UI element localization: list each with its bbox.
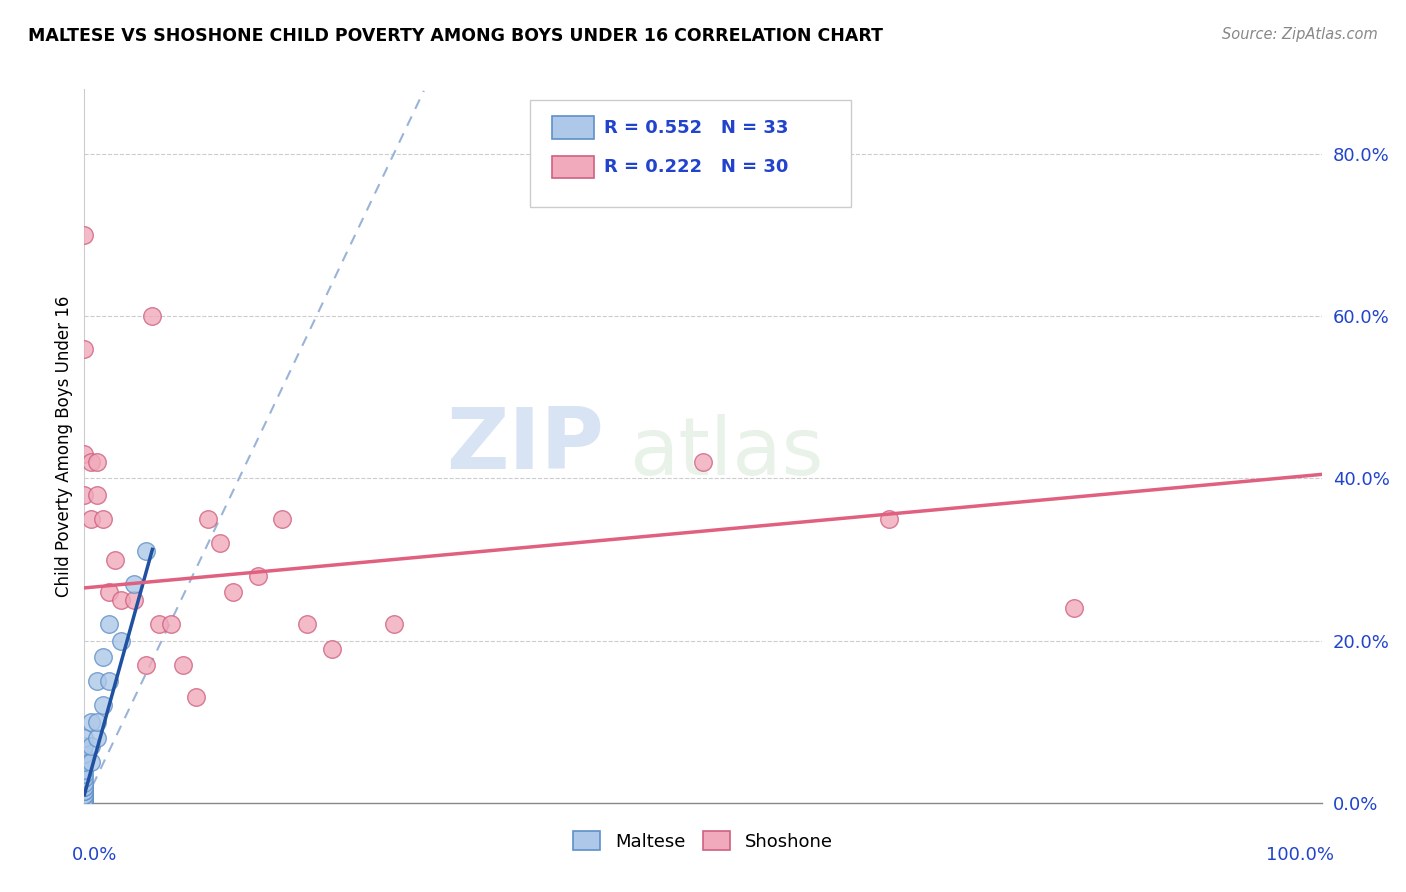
Point [73, 739, 96, 753]
Point [79, 512, 101, 526]
Point [73, 731, 96, 745]
FancyBboxPatch shape [530, 100, 852, 207]
Point [222, 585, 245, 599]
Point [91, 512, 114, 526]
Point [382, 617, 405, 632]
Point [91, 649, 114, 664]
Text: R = 0.552   N = 33: R = 0.552 N = 33 [605, 119, 789, 136]
Point [98, 585, 121, 599]
Point [73, 488, 96, 502]
Point [91, 698, 114, 713]
Point [73, 780, 96, 794]
Point [73, 791, 96, 805]
Point [79, 756, 101, 770]
Point [73, 796, 96, 810]
Point [73, 764, 96, 778]
Point [73, 783, 96, 797]
Point [73, 772, 96, 786]
Point [86, 714, 108, 729]
Text: R = 0.222   N = 30: R = 0.222 N = 30 [605, 158, 789, 176]
Text: Source: ZipAtlas.com: Source: ZipAtlas.com [1222, 27, 1378, 42]
Point [73, 780, 96, 794]
Point [692, 455, 714, 469]
Point [295, 617, 318, 632]
Point [73, 747, 96, 761]
Point [86, 488, 108, 502]
Point [160, 617, 183, 632]
Y-axis label: Child Poverty Among Boys Under 16: Child Poverty Among Boys Under 16 [55, 295, 73, 597]
Point [79, 714, 101, 729]
Point [122, 593, 145, 607]
Text: 0.0%: 0.0% [72, 846, 117, 863]
Point [86, 455, 108, 469]
Point [172, 657, 194, 672]
Point [110, 633, 132, 648]
Point [79, 739, 101, 753]
Point [104, 552, 127, 566]
Point [197, 512, 219, 526]
Point [73, 788, 96, 802]
FancyBboxPatch shape [553, 116, 595, 139]
Point [110, 593, 132, 607]
Point [86, 674, 108, 689]
Legend: Maltese, Shoshone: Maltese, Shoshone [567, 824, 839, 858]
Point [79, 455, 101, 469]
Point [135, 544, 157, 558]
Text: atlas: atlas [628, 414, 823, 492]
Point [73, 788, 96, 802]
Point [209, 536, 232, 550]
Point [73, 342, 96, 356]
FancyBboxPatch shape [553, 155, 595, 178]
Text: ZIP: ZIP [446, 404, 605, 488]
Point [73, 756, 96, 770]
Point [122, 577, 145, 591]
Point [73, 447, 96, 461]
Point [73, 791, 96, 805]
Point [73, 796, 96, 810]
Point [98, 674, 121, 689]
Point [86, 731, 108, 745]
Point [141, 310, 163, 324]
Point [73, 796, 96, 810]
Point [135, 657, 157, 672]
Point [73, 796, 96, 810]
Point [184, 690, 207, 705]
Point [73, 228, 96, 243]
Point [877, 512, 900, 526]
Point [73, 775, 96, 789]
Point [271, 512, 294, 526]
Point [73, 783, 96, 797]
Point [1063, 601, 1085, 615]
Point [73, 767, 96, 781]
Point [246, 568, 269, 582]
Text: 100.0%: 100.0% [1265, 846, 1334, 863]
Point [148, 617, 170, 632]
Text: MALTESE VS SHOSHONE CHILD POVERTY AMONG BOYS UNDER 16 CORRELATION CHART: MALTESE VS SHOSHONE CHILD POVERTY AMONG … [28, 27, 883, 45]
Point [98, 617, 121, 632]
Point [321, 641, 343, 656]
